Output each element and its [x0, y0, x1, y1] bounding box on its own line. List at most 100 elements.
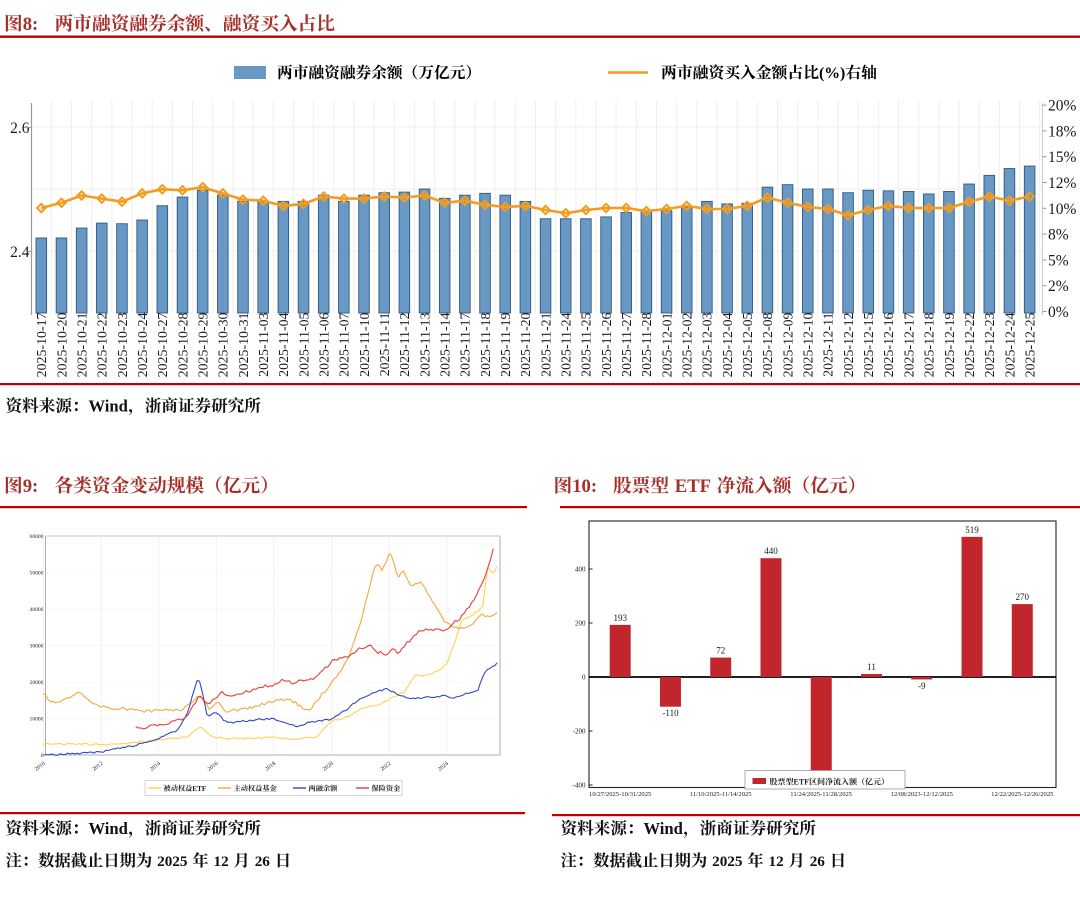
svg-text:26: 26 [255, 853, 271, 870]
svg-text:2025-12-11: 2025-12-11 [822, 312, 837, 376]
svg-text:2.4: 2.4 [10, 244, 30, 261]
svg-text:12: 12 [769, 853, 784, 870]
svg-text:2025-10-23: 2025-10-23 [116, 312, 131, 377]
svg-text:2025-11-05: 2025-11-05 [297, 312, 312, 376]
svg-text:2025-12-04: 2025-12-04 [721, 312, 736, 377]
svg-text:2025-10-29: 2025-10-29 [197, 312, 212, 377]
svg-text:0: 0 [41, 753, 44, 759]
svg-text:2025-11-06: 2025-11-06 [318, 312, 333, 376]
svg-text:2018: 2018 [264, 761, 277, 773]
svg-text:-9: -9 [918, 681, 926, 691]
svg-text:12: 12 [214, 853, 229, 870]
svg-text:2025-11-24: 2025-11-24 [560, 312, 575, 376]
svg-text:2025-10-27: 2025-10-27 [156, 312, 171, 377]
svg-text:2025: 2025 [712, 853, 743, 870]
svg-text:20%: 20% [1048, 98, 1077, 115]
svg-text:2025-12-24: 2025-12-24 [1003, 312, 1018, 377]
svg-text:193: 193 [613, 613, 627, 623]
svg-text:2025-12-09: 2025-12-09 [781, 312, 796, 377]
svg-text:2025-11-26: 2025-11-26 [600, 312, 615, 376]
svg-text:2025-12-17: 2025-12-17 [902, 312, 917, 377]
svg-text:12/08/2023-12/12/2025: 12/08/2023-12/12/2025 [891, 791, 954, 798]
svg-text:10000: 10000 [30, 717, 44, 723]
svg-text:(%): (%) [819, 65, 845, 82]
svg-text:50000: 50000 [30, 571, 44, 577]
svg-text:2025-11-25: 2025-11-25 [580, 312, 595, 376]
svg-text:26: 26 [810, 853, 826, 870]
svg-text:5%: 5% [1048, 252, 1069, 269]
svg-text:2025-11-28: 2025-11-28 [640, 312, 655, 376]
svg-text:60000: 60000 [30, 534, 44, 540]
svg-text:440: 440 [764, 546, 778, 556]
svg-text:2025-11-18: 2025-11-18 [479, 312, 494, 376]
svg-text:2025-11-13: 2025-11-13 [418, 312, 433, 376]
svg-text:2025: 2025 [157, 853, 188, 870]
svg-text:11/24/2025-11/28/2025: 11/24/2025-11/28/2025 [790, 791, 852, 798]
svg-text:2025-11-19: 2025-11-19 [499, 312, 514, 376]
svg-text:18%: 18% [1048, 123, 1077, 140]
svg-text:2025-12-15: 2025-12-15 [862, 312, 877, 377]
svg-text:10/27/2025-10/31/2025: 10/27/2025-10/31/2025 [589, 791, 652, 798]
svg-text:20000: 20000 [30, 680, 44, 686]
svg-text:2025-12-03: 2025-12-03 [701, 312, 716, 377]
svg-text:2025-10-20: 2025-10-20 [55, 312, 70, 377]
svg-text:10:: 10: [572, 476, 597, 497]
svg-text:400: 400 [575, 565, 586, 573]
svg-text:270: 270 [1016, 592, 1030, 602]
svg-text:2025-12-05: 2025-12-05 [741, 312, 756, 377]
svg-text:8:: 8: [23, 14, 39, 35]
svg-text:12/22/2025-12/26/2025: 12/22/2025-12/26/2025 [991, 791, 1054, 798]
svg-text:2016: 2016 [207, 761, 220, 773]
svg-text:ETF: ETF [675, 476, 711, 497]
svg-text:2025-11-21: 2025-11-21 [539, 312, 554, 376]
svg-text:-200: -200 [573, 727, 586, 735]
svg-text:2025-12-12: 2025-12-12 [842, 312, 857, 377]
svg-text:2.6: 2.6 [10, 120, 30, 137]
svg-text:Wind: Wind [89, 397, 129, 416]
svg-text:2025-12-22: 2025-12-22 [963, 312, 978, 377]
svg-text:Wind: Wind [89, 819, 129, 838]
svg-text:2025-12-16: 2025-12-16 [882, 312, 897, 377]
svg-text:2025-10-31: 2025-10-31 [237, 312, 252, 377]
svg-text:2025-10-30: 2025-10-30 [217, 312, 232, 377]
svg-text:2025-11-12: 2025-11-12 [398, 312, 413, 376]
svg-text:2020: 2020 [322, 761, 335, 773]
svg-text:2024: 2024 [437, 761, 450, 773]
svg-text:0: 0 [582, 673, 586, 681]
svg-text:2025-12-23: 2025-12-23 [983, 312, 998, 377]
svg-text:8%: 8% [1048, 227, 1069, 244]
svg-text:2025-12-01: 2025-12-01 [660, 312, 675, 377]
svg-text:2025-10-28: 2025-10-28 [176, 312, 191, 377]
svg-text:Wind: Wind [644, 819, 684, 838]
svg-text:11: 11 [867, 662, 876, 672]
svg-text:9:: 9: [23, 476, 39, 497]
svg-text:2025-11-04: 2025-11-04 [277, 312, 292, 376]
svg-text:ETF: ETF [192, 785, 207, 793]
svg-text:11/10/2025-11/14/2025: 11/10/2025-11/14/2025 [690, 791, 752, 798]
svg-text:2025-11-10: 2025-11-10 [358, 312, 373, 376]
svg-text:2014: 2014 [149, 761, 162, 773]
svg-text:12%: 12% [1048, 175, 1077, 192]
svg-text:72: 72 [716, 646, 725, 656]
svg-text:ETF: ETF [794, 778, 810, 787]
svg-text:200: 200 [575, 619, 586, 627]
svg-text:-110: -110 [662, 708, 679, 718]
svg-text:2%: 2% [1048, 278, 1069, 295]
svg-text:2025-11-14: 2025-11-14 [439, 312, 454, 376]
svg-text:2025-12-10: 2025-12-10 [802, 312, 817, 377]
svg-text:2012: 2012 [92, 761, 105, 773]
svg-text:2025-10-24: 2025-10-24 [136, 312, 151, 377]
svg-text:15%: 15% [1048, 149, 1077, 166]
svg-text:519: 519 [965, 525, 979, 535]
svg-text:2025-12-25: 2025-12-25 [1023, 312, 1038, 377]
svg-text:2025-12-08: 2025-12-08 [761, 312, 776, 377]
svg-text:2025-10-21: 2025-10-21 [75, 312, 90, 377]
svg-text:2025-12-19: 2025-12-19 [943, 312, 958, 377]
svg-text:2025-12-18: 2025-12-18 [923, 312, 938, 377]
svg-text:2025-11-17: 2025-11-17 [459, 312, 474, 376]
svg-text:10%: 10% [1048, 201, 1077, 218]
svg-text:2025-11-03: 2025-11-03 [257, 312, 272, 376]
svg-text:2010: 2010 [34, 761, 47, 773]
svg-text:30000: 30000 [30, 644, 44, 650]
svg-text:2025-11-20: 2025-11-20 [519, 312, 534, 376]
